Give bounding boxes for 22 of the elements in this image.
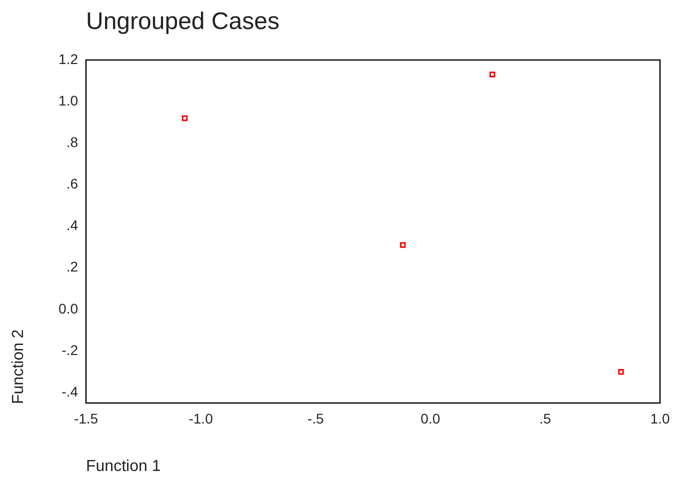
y-axis-title: Function 2 [10, 328, 28, 404]
point [182, 115, 188, 122]
chart-title: Ungrouped Cases [86, 8, 280, 36]
x-tick-label: -1.0 [188, 410, 214, 426]
x-axis-title: Function 1 [86, 458, 161, 476]
x-tick-label: -.5 [307, 410, 324, 426]
x-tick-label: 1.0 [650, 410, 670, 426]
y-tick-label: .2 [66, 258, 78, 275]
y-tick-label: -.4 [62, 383, 78, 400]
y-tick-label: .6 [66, 176, 78, 192]
point [400, 242, 406, 248]
x-tick-label: 0.0 [420, 410, 440, 426]
y-tick-label: .4 [66, 217, 78, 234]
y-tick-label: .8 [66, 134, 78, 150]
x-tick-label: .5 [539, 410, 552, 426]
y-tick-label: 1.2 [58, 50, 78, 67]
y-tick-label: -.2 [62, 342, 78, 358]
x-tick-label: -1.5 [74, 410, 98, 426]
y-tick-label: 0.0 [58, 300, 78, 316]
point [618, 368, 624, 375]
y-tick-label: 1.0 [58, 92, 78, 108]
point [490, 72, 496, 78]
